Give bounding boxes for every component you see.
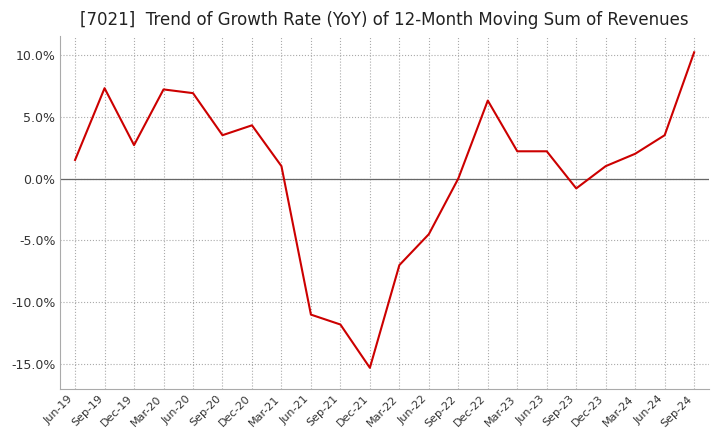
Title: [7021]  Trend of Growth Rate (YoY) of 12-Month Moving Sum of Revenues: [7021] Trend of Growth Rate (YoY) of 12-… — [81, 11, 689, 29]
